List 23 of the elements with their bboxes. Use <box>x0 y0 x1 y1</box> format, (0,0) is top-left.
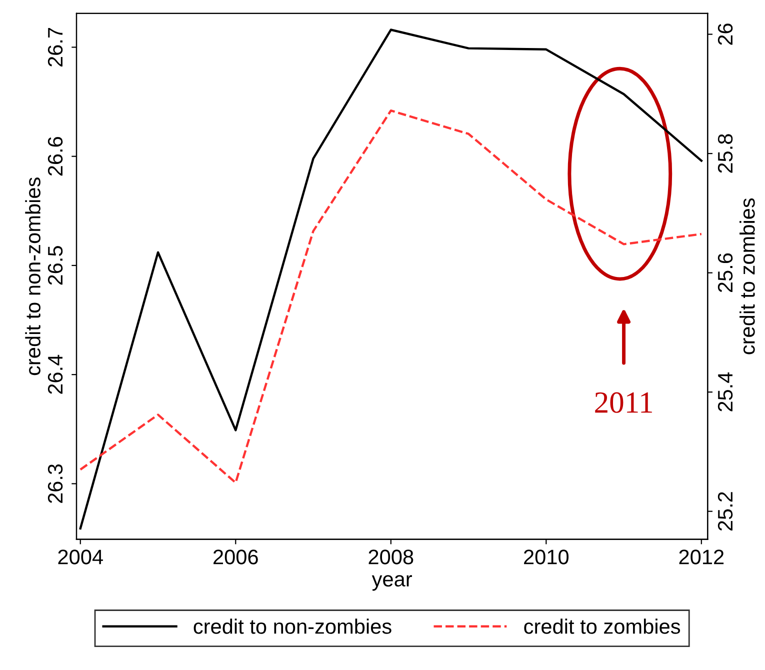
y2-tick-label: 25.2 <box>718 492 733 531</box>
y-tick-label: 26.7 <box>48 28 63 66</box>
y-tick-label: 26.4 <box>48 354 63 394</box>
x-tick-label: 2004 <box>58 550 103 564</box>
y2-tick-label: 26 <box>718 24 733 45</box>
y-axis-title: credit to non-zombies <box>25 178 40 376</box>
y2-tick-label: 25.8 <box>718 134 733 173</box>
annotation: 2011 <box>595 392 652 413</box>
x-tick-label: 2010 <box>524 550 569 564</box>
line-series <box>79 28 703 530</box>
y2-tick-label: 25.4 <box>718 372 733 412</box>
x-tick-label: 2006 <box>214 550 258 564</box>
y2-axis-title: credit to zombies <box>740 198 755 354</box>
legend-label: credit to non-zombies <box>194 618 392 634</box>
line-series <box>79 109 703 484</box>
y2-tick-label: 25.6 <box>718 253 733 292</box>
legend-label: credit to zombies <box>524 618 680 634</box>
x-tick-label: 2008 <box>368 550 414 564</box>
x-axis-title: year <box>372 575 412 591</box>
y-tick-label: 26.3 <box>48 464 63 503</box>
x-tick-label: 2012 <box>679 550 724 564</box>
y-tick-label: 26.5 <box>48 246 63 285</box>
y-tick-label: 26.6 <box>48 136 63 176</box>
